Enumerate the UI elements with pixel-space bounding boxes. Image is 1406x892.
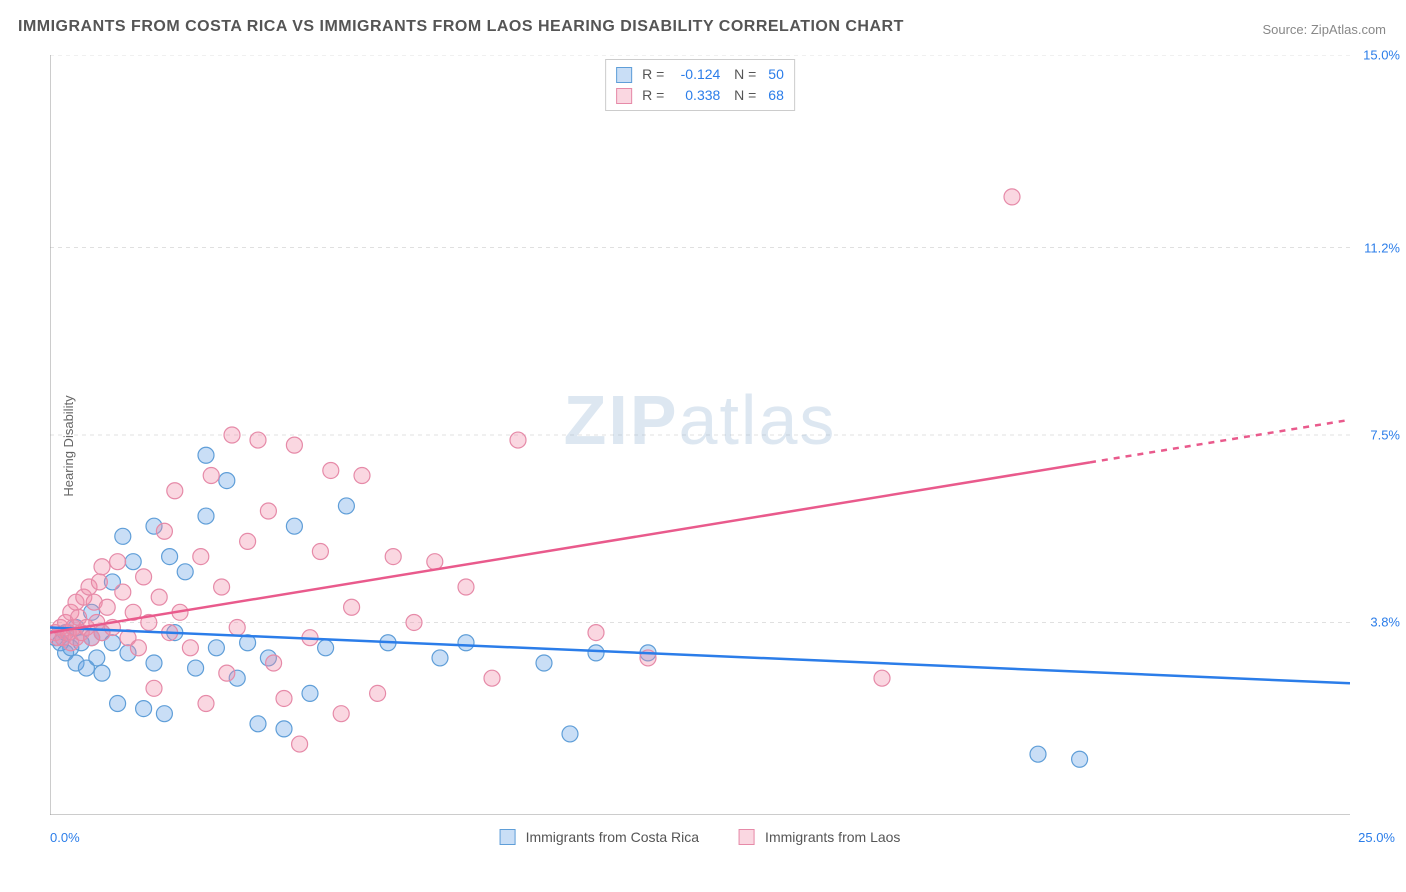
legend: Immigrants from Costa Rica Immigrants fr… xyxy=(500,829,901,845)
legend-label-0: Immigrants from Costa Rica xyxy=(526,829,699,845)
n-value-1: 68 xyxy=(768,85,784,106)
legend-item-1: Immigrants from Laos xyxy=(739,829,900,845)
y-tick-label: 11.2% xyxy=(1364,240,1400,255)
legend-label-1: Immigrants from Laos xyxy=(765,829,900,845)
r-value-0: -0.124 xyxy=(670,64,720,85)
swatch-costa-rica xyxy=(616,67,632,83)
x-axis-min-label: 0.0% xyxy=(50,830,80,845)
correlation-stats-box: R = -0.124 N = 50 R = 0.338 N = 68 xyxy=(605,59,795,111)
source-attribution: Source: ZipAtlas.com xyxy=(1262,22,1386,37)
r-label: R = xyxy=(642,64,664,85)
correlation-row-1: R = 0.338 N = 68 xyxy=(616,85,784,106)
correlation-row-0: R = -0.124 N = 50 xyxy=(616,64,784,85)
y-tick-label: 7.5% xyxy=(1370,428,1400,443)
n-label: N = xyxy=(726,64,756,85)
scatter-plot-svg xyxy=(50,55,1350,815)
swatch-laos xyxy=(616,88,632,104)
n-value-0: 50 xyxy=(768,64,784,85)
chart-title: IMMIGRANTS FROM COSTA RICA VS IMMIGRANTS… xyxy=(18,18,904,36)
legend-swatch-laos xyxy=(739,829,755,845)
r-value-1: 0.338 xyxy=(670,85,720,106)
n-label: N = xyxy=(726,85,756,106)
chart-area: ZIPatlas R = -0.124 N = 50 R = 0.338 N =… xyxy=(50,55,1350,815)
r-label: R = xyxy=(642,85,664,106)
legend-swatch-costa-rica xyxy=(500,829,516,845)
y-tick-label: 15.0% xyxy=(1363,48,1400,63)
legend-item-0: Immigrants from Costa Rica xyxy=(500,829,699,845)
y-tick-label: 3.8% xyxy=(1370,615,1400,630)
x-axis-max-label: 25.0% xyxy=(1358,830,1395,845)
